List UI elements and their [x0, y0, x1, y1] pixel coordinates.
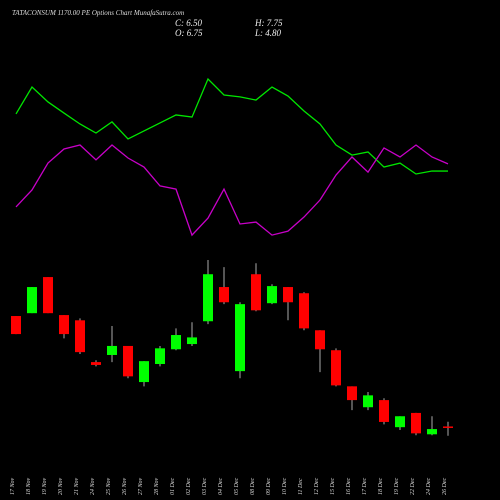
candle-body	[43, 277, 53, 314]
candle-body	[27, 287, 37, 314]
x-tick-label: 20 Nov	[58, 477, 64, 495]
x-tick-label: 11 Dec	[298, 478, 304, 495]
candle-body	[363, 395, 373, 408]
x-tick-label: 18 Dec	[378, 478, 384, 495]
candle-body	[219, 287, 229, 303]
x-tick-label: 03 Dec	[202, 478, 208, 495]
chart-title: TATACONSUM 1170.00 PE Options Chart Muna…	[12, 9, 184, 17]
indicator-line	[15, 144, 449, 237]
candle-body	[379, 400, 389, 422]
candle-body	[331, 350, 341, 386]
x-tick-label: 22 Dec	[410, 478, 416, 495]
x-tick-label: 16 Dec	[346, 478, 352, 495]
x-tick-label: 21 Nov	[74, 477, 80, 495]
candle-body	[123, 345, 133, 377]
x-tick-label: 26 Dec	[442, 478, 448, 495]
x-tick-label: 08 Dec	[250, 478, 256, 495]
open-label: O: 6.75	[175, 28, 203, 38]
close-label: C: 6.50	[175, 18, 203, 28]
candle-body	[11, 316, 21, 335]
x-tick-label: 19 Nov	[42, 477, 48, 495]
candle-body	[283, 287, 293, 303]
x-tick-label: 02 Dec	[186, 478, 192, 495]
x-tick-label: 12 Dec	[314, 478, 320, 495]
high-label: H: 7.75	[254, 18, 283, 28]
candle-body	[299, 293, 309, 329]
candle-body	[75, 320, 85, 353]
candle-body	[107, 345, 117, 355]
candle-body	[59, 315, 69, 335]
x-tick-label: 19 Dec	[394, 478, 400, 495]
candle-body	[235, 304, 245, 372]
candle-body	[267, 286, 277, 304]
candle-body	[203, 274, 213, 322]
x-tick-label: 05 Dec	[234, 478, 240, 495]
candle-body	[155, 348, 165, 364]
candle-body	[187, 337, 197, 345]
candle-body	[251, 274, 261, 311]
x-tick-label: 17 Dec	[362, 478, 368, 495]
x-tick-label: 04 Dec	[217, 478, 224, 495]
x-tick-label: 24 Dec	[425, 478, 432, 495]
candle-body	[443, 426, 453, 428]
candle-body	[171, 335, 181, 350]
x-tick-label: 18 Nov	[26, 477, 32, 495]
candle-body	[347, 386, 357, 401]
x-tick-label: 09 Dec	[266, 478, 272, 495]
candle-body	[427, 429, 437, 435]
candle-body	[395, 416, 405, 428]
x-tick-label: 15 Dec	[330, 478, 336, 495]
candle-body	[139, 361, 149, 383]
x-tick-label: 26 Nov	[122, 477, 128, 495]
candle-body	[315, 330, 325, 350]
candle-body	[91, 362, 101, 365]
x-tick-label: 28 Nov	[154, 477, 160, 495]
x-tick-label: 10 Dec	[282, 478, 288, 495]
candle-body	[411, 412, 421, 434]
low-label: L: 4.80	[254, 28, 282, 38]
x-tick-label: 01 Dec	[170, 478, 176, 495]
x-tick-label: 25 Nov	[106, 477, 112, 495]
x-tick-label: 27 Nov	[138, 477, 144, 495]
x-tick-label: 17 Nov	[10, 477, 16, 495]
x-tick-label: 24 Nov	[89, 477, 96, 495]
